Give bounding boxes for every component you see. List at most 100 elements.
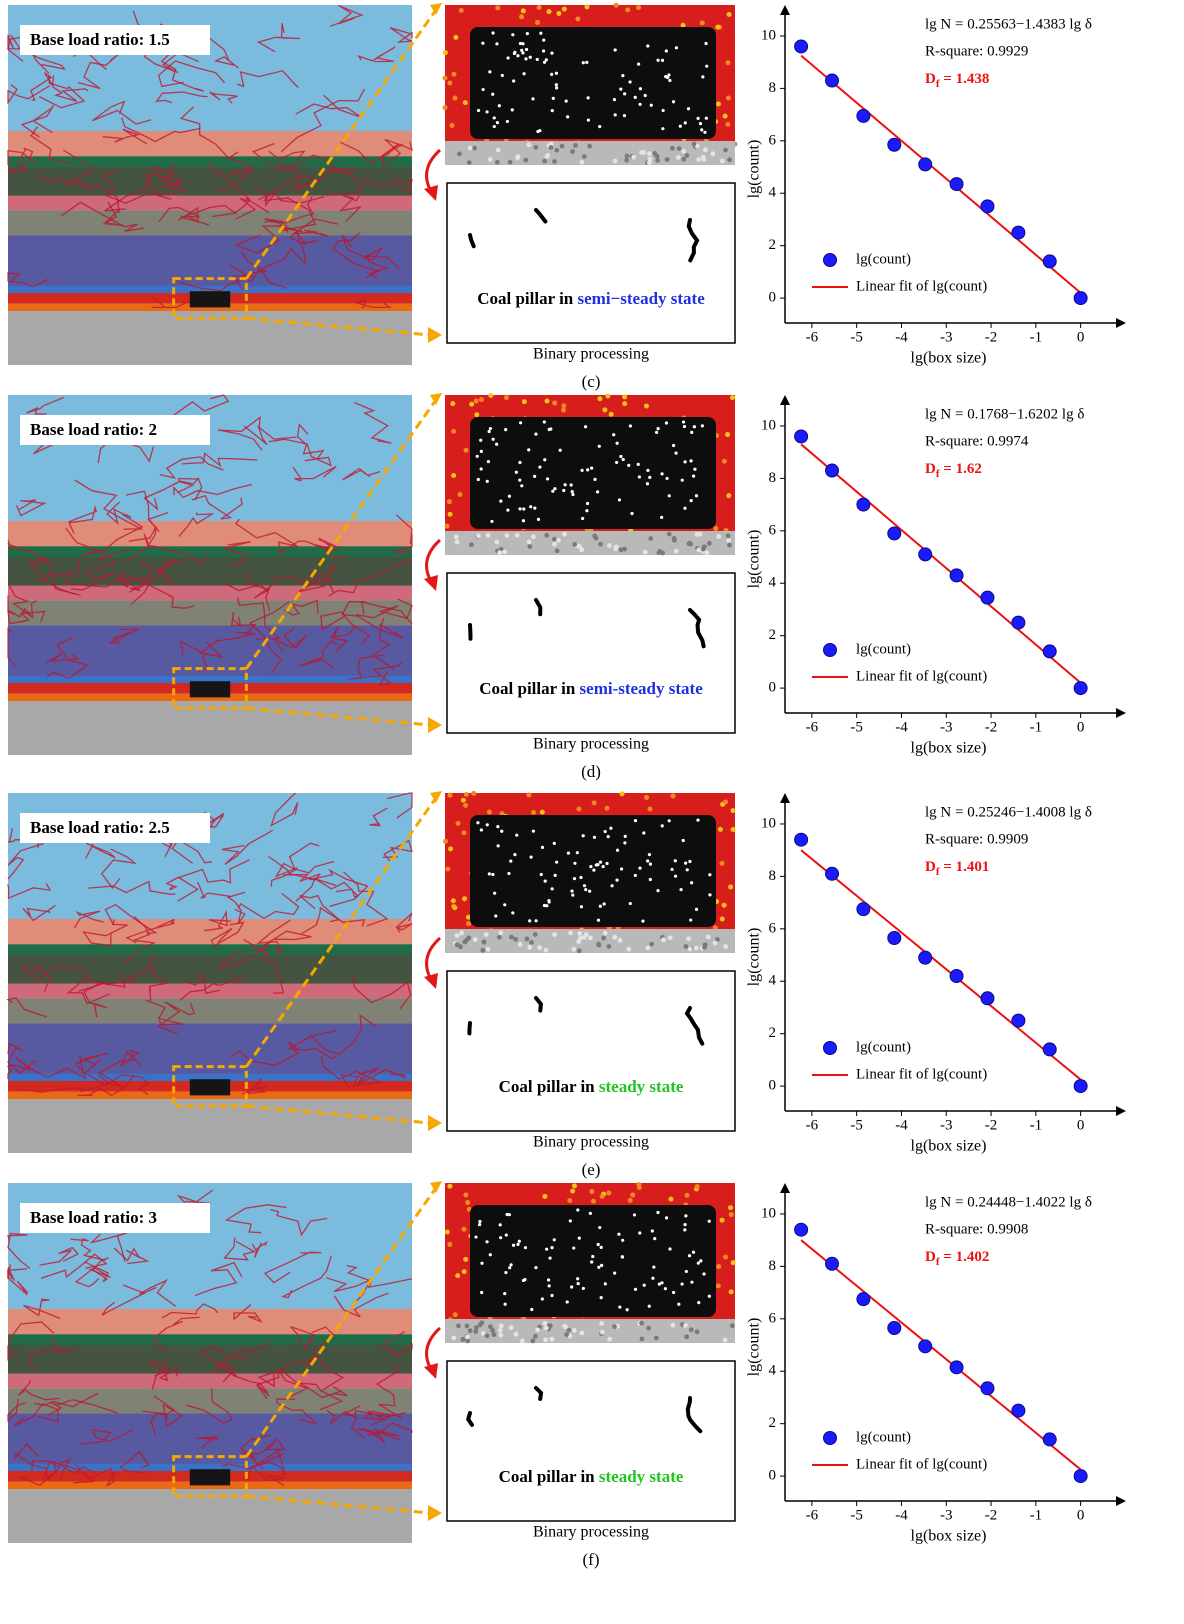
particle <box>463 100 468 105</box>
floor-grain <box>497 935 502 940</box>
fit-line <box>801 850 1081 1079</box>
pore <box>491 93 494 96</box>
legend-label: lg(count) <box>856 1429 911 1445</box>
floor-grain <box>543 1321 548 1326</box>
pore <box>493 116 496 119</box>
pore <box>656 59 659 62</box>
floor-grain <box>544 154 549 159</box>
y-tick-label: 4 <box>769 1363 777 1379</box>
arrow-head <box>428 1115 442 1131</box>
pore <box>592 869 595 872</box>
binary-box <box>447 183 735 343</box>
pore <box>533 507 536 510</box>
particle <box>461 798 466 803</box>
pore <box>687 107 690 110</box>
floor-grain <box>607 944 612 949</box>
data-point <box>888 1321 901 1334</box>
pore <box>661 127 664 130</box>
pore <box>488 430 491 433</box>
particle <box>716 101 721 106</box>
particle <box>729 1289 734 1294</box>
floor-grain <box>726 533 731 538</box>
particle <box>730 395 735 400</box>
floor-grain <box>580 1331 585 1336</box>
floor-grain <box>580 160 585 165</box>
pore <box>609 827 612 830</box>
floor-grain <box>639 1321 644 1326</box>
y-axis-title: lg(count) <box>746 140 763 199</box>
pore <box>639 87 642 90</box>
pore <box>619 87 622 90</box>
floor-grain <box>572 542 577 547</box>
particle <box>671 793 676 798</box>
data-point <box>857 498 870 511</box>
pore <box>497 844 500 847</box>
pore <box>695 908 698 911</box>
pore <box>705 117 708 120</box>
particle <box>487 810 492 815</box>
floor-grain <box>588 935 593 940</box>
pore <box>547 1278 550 1281</box>
pore <box>621 74 624 77</box>
floor-grain <box>498 930 503 935</box>
particle <box>720 1218 725 1223</box>
load-label: Base load ratio: 1.5 <box>30 30 170 49</box>
pore <box>480 450 483 453</box>
pore <box>697 1261 700 1264</box>
floor-grain <box>654 1336 659 1341</box>
pore <box>584 425 587 428</box>
fractal-dimension: Df = 1.438 <box>925 71 989 89</box>
pore <box>548 1284 551 1287</box>
process-arrow-head <box>424 1363 438 1379</box>
pore <box>511 911 514 914</box>
particle <box>547 9 552 14</box>
particle <box>452 96 457 101</box>
df-value: = 1.438 <box>940 71 990 87</box>
particle <box>464 792 469 797</box>
particle <box>600 1194 605 1199</box>
pore <box>651 1277 654 1280</box>
particle <box>567 1198 572 1203</box>
pore <box>593 836 596 839</box>
x-tick-label: -6 <box>806 1507 819 1523</box>
pore <box>518 478 521 481</box>
floor-grain <box>527 544 532 549</box>
state-text: Coal pillar in steady state <box>499 1467 684 1486</box>
particle <box>451 473 456 478</box>
fit-line <box>801 444 1081 683</box>
particle <box>474 399 479 404</box>
arrow-head <box>428 1505 442 1521</box>
floor-grain <box>479 1320 484 1325</box>
particle <box>604 806 609 811</box>
axis-arrow <box>780 395 790 405</box>
particle <box>452 905 457 910</box>
pore <box>551 109 554 112</box>
particle <box>463 1257 468 1262</box>
pore <box>634 1288 637 1291</box>
pore <box>553 1238 556 1241</box>
y-tick-label: 8 <box>769 80 777 96</box>
y-tick-label: 10 <box>761 27 776 43</box>
x-tick-label: -3 <box>940 329 953 345</box>
floor-grain <box>694 946 699 951</box>
floor-grain <box>455 933 460 938</box>
floor-grain <box>622 547 627 552</box>
pore <box>539 32 542 35</box>
floor-grain <box>544 533 549 538</box>
pore <box>661 824 664 827</box>
pore <box>656 889 659 892</box>
y-tick-label: 2 <box>769 627 777 643</box>
pore <box>604 830 607 833</box>
pore <box>494 914 497 917</box>
particle <box>636 5 641 10</box>
panel-label: (d) <box>581 762 601 781</box>
pore <box>690 431 693 434</box>
floor-grain <box>499 1324 504 1329</box>
floor-grain <box>684 1334 689 1339</box>
pore <box>580 469 583 472</box>
x-tick-label: -4 <box>895 1117 908 1133</box>
floor-grain <box>577 544 582 549</box>
pore <box>699 122 702 125</box>
pore <box>543 904 546 907</box>
pore <box>538 466 541 469</box>
